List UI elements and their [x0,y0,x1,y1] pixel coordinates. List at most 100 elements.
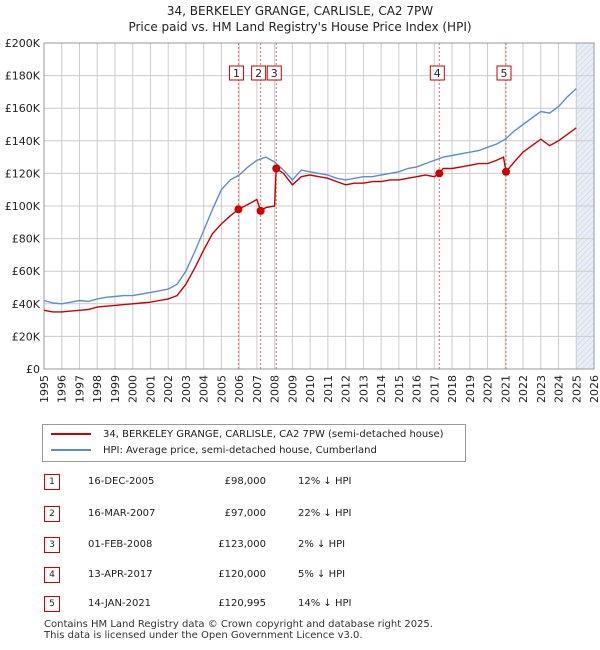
x-tick-label: 2017 [428,375,441,403]
sale-label-box [496,65,512,81]
x-tick-label: 2010 [304,375,317,403]
hpi-line [43,88,577,305]
y-tick-label: £20K [12,330,41,343]
x-tick-label: 2003 [180,375,193,403]
x-tick-label: 2011 [322,375,335,403]
transaction-date: 16-MAR-2007 [88,508,156,519]
transaction-hpi-diff: 12% ↓ HPI [298,476,352,487]
x-tick-label: 2016 [411,375,424,403]
transaction-row: 3 01-FEB-2008 £123,000 2% ↓ HPI [44,537,444,553]
transaction-price: £98,000 [224,476,266,487]
transaction-hpi-diff: 5% ↓ HPI [298,569,346,580]
legend-swatch-property [51,433,91,435]
transaction-hpi-diff: 22% ↓ HPI [298,508,352,519]
y-tick-label: £60K [12,265,41,278]
sale-label-box [429,65,445,81]
x-tick-label: 2024 [553,375,566,403]
x-tick-label: 2001 [144,375,157,403]
x-tick-label: 2000 [127,375,140,403]
transaction-price: £123,000 [218,539,266,550]
x-tick-label: 2002 [162,375,175,403]
x-tick-label: 1996 [56,375,69,403]
legend-swatch-hpi [51,449,91,451]
transaction-number: 2 [44,506,60,522]
transaction-number: 3 [44,537,60,553]
y-tick-label: £100K [5,200,41,213]
y-tick-label: £140K [5,135,41,148]
y-tick-label: £180K [5,70,41,83]
sale-point [502,167,510,176]
x-tick-label: 1997 [73,375,86,403]
footer-copyright: Contains HM Land Registry data © Crown c… [44,619,433,630]
x-tick-label: 2020 [482,375,495,403]
chart-title-line2: Price paid vs. HM Land Registry's House … [128,20,472,34]
sale-point [435,169,444,178]
transaction-date: 16-DEC-2005 [88,476,155,487]
transaction-price: £97,000 [224,508,266,519]
footer-licence: This data is licensed under the Open Gov… [44,630,363,641]
transaction-hpi-diff: 2% ↓ HPI [298,539,346,550]
transaction-date: 01-FEB-2008 [88,539,153,550]
transaction-row: 5 14-JAN-2021 £120,995 14% ↓ HPI [44,596,444,612]
legend-item-hpi: HPI: Average price, semi-detached house,… [51,443,377,459]
x-tick-label: 2005 [215,375,228,403]
transaction-number: 1 [44,474,60,490]
transaction-number: 5 [44,596,60,612]
x-tick-label: 2015 [393,375,406,403]
transaction-hpi-diff: 14% ↓ HPI [298,598,352,609]
plot-border [43,42,595,370]
chart-title: 34, BERKELEY GRANGE, CARLISLE, CA2 7PW P… [0,3,600,35]
transaction-number: 4 [44,567,60,583]
x-tick-label: 2009 [286,375,299,403]
sale-label-box [266,65,282,81]
x-tick-label: 2022 [517,375,530,403]
footer: Contains HM Land Registry data © Crown c… [44,619,433,641]
sale-label-box [251,65,267,81]
y-tick-label: £80K [12,233,41,246]
x-tick-label: 2007 [251,375,264,403]
sale-label-number: 5 [501,67,508,80]
sale-label-number: 2 [255,67,262,80]
sale-label-number: 4 [434,67,441,80]
x-tick-label: 2006 [233,375,246,403]
y-tick-label: £200K [5,37,41,50]
legend-label-property: 34, BERKELEY GRANGE, CARLISLE, CA2 7PW (… [103,429,444,440]
sale-label-number: 1 [233,67,240,80]
sale-point [256,206,265,215]
x-tick-label: 1995 [38,375,51,403]
x-tick-label: 1999 [109,375,122,403]
x-tick-label: 2014 [375,375,388,403]
x-tick-label: 2004 [198,375,211,403]
x-tick-label: 2013 [357,375,370,403]
x-tick-label: 2021 [499,375,512,403]
y-tick-label: £0 [26,363,40,376]
y-tick-label: £40K [12,298,41,311]
transaction-price: £120,000 [218,569,266,580]
x-tick-label: 2026 [588,375,600,403]
property-price-line [43,127,577,313]
chart-title-line1: 34, BERKELEY GRANGE, CARLISLE, CA2 7PW [166,4,434,18]
transaction-row: 1 16-DEC-2005 £98,000 12% ↓ HPI [44,474,444,490]
x-tick-label: 1998 [91,375,104,403]
legend-item-property: 34, BERKELEY GRANGE, CARLISLE, CA2 7PW (… [51,427,444,443]
x-tick-label: 2019 [464,375,477,403]
y-tick-label: £120K [5,167,41,180]
x-tick-label: 2025 [570,375,583,403]
x-tick-label: 2018 [446,375,459,403]
transaction-row: 4 13-APR-2017 £120,000 5% ↓ HPI [44,567,444,583]
transaction-date: 14-JAN-2021 [88,598,152,609]
sale-label-number: 3 [271,67,278,80]
transaction-date: 13-APR-2017 [88,569,153,580]
sale-point [272,164,281,173]
y-tick-label: £160K [5,102,41,115]
x-tick-label: 2008 [269,375,282,403]
chart-legend: 34, BERKELEY GRANGE, CARLISLE, CA2 7PW (… [42,424,466,462]
transaction-row: 2 16-MAR-2007 £97,000 22% ↓ HPI [44,506,444,522]
x-tick-label: 2012 [340,375,353,403]
chart-plot: £0 £20K £40K £60K £80K £100K £120K £140K £160K £1… [5,37,600,403]
x-tick-label: 2023 [535,375,548,403]
legend-label-hpi: HPI: Average price, semi-detached house,… [103,445,377,456]
transaction-price: £120,995 [218,598,266,609]
sale-label-box [228,65,244,81]
sale-point [234,205,243,214]
